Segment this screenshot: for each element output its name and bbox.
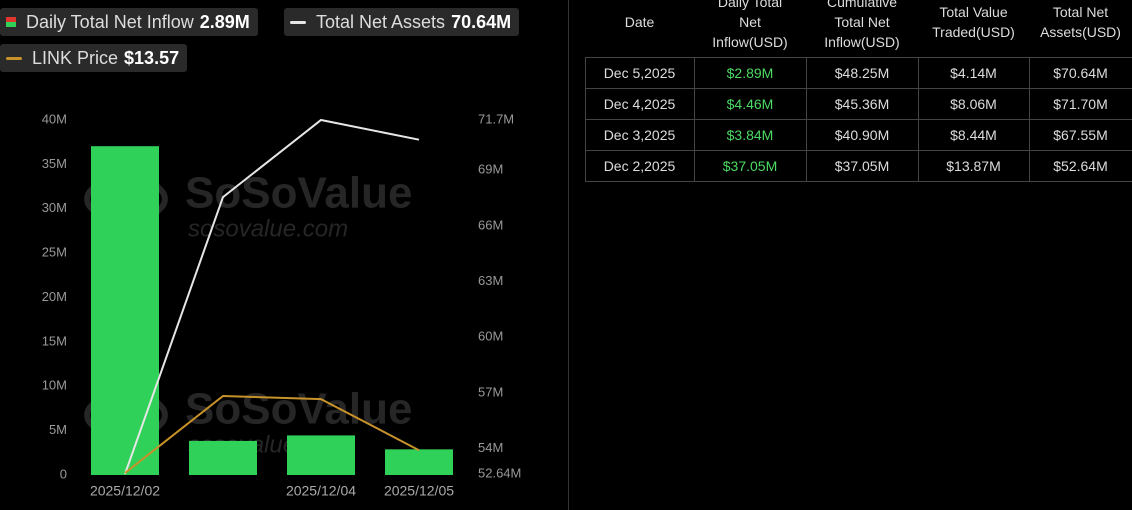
bar: [287, 435, 355, 475]
table-header: Date: [624, 14, 655, 30]
table-cell: Dec 3,2025: [603, 126, 676, 143]
line: [124, 394, 420, 474]
table-cell: $45.36M: [834, 95, 890, 112]
table-header: Total Net Assets(USD): [1040, 4, 1121, 40]
bar: [91, 146, 159, 475]
column-border: [694, 57, 695, 181]
legend-label: Total Net Assets: [316, 11, 446, 32]
y2-tick-label: 54M: [478, 440, 503, 455]
y2-tick-label: 52.64M: [478, 465, 521, 480]
chart: SoSoValuesosovalue.comSoSoValuesosovalue…: [42, 111, 522, 499]
y2-tick-label: 66M: [478, 217, 503, 232]
legend-label: LINK Price: [32, 47, 119, 68]
table-cell: Dec 5,2025: [603, 64, 676, 81]
row-border: [585, 88, 1132, 89]
table-cell: $4.14M: [950, 64, 997, 81]
watermark: SoSoValue: [185, 169, 412, 218]
table-cell: $71.70M: [1053, 95, 1108, 112]
table-cell: $52.64M: [1053, 157, 1108, 174]
line: [124, 118, 420, 475]
legend-swatch: [290, 20, 306, 24]
x-tick-label: 2025/12/04: [286, 483, 356, 499]
table-cell: $37.05M: [834, 157, 890, 174]
legend-swatch: [6, 56, 22, 60]
table-cell: $40.90M: [834, 126, 890, 143]
row-border: [585, 181, 1132, 182]
table-cell: $8.06M: [950, 95, 997, 112]
legend-value: 70.64M: [451, 11, 512, 32]
row-border: [585, 57, 1132, 58]
y2-tick-label: 71.7M: [478, 111, 514, 126]
table-cell: $4.46M: [726, 95, 774, 112]
legend-item: LINK Price $13.57: [0, 44, 188, 72]
table-cell: $48.25M: [834, 64, 890, 81]
table-cell: $70.64M: [1053, 64, 1108, 81]
y-tick-label: 25M: [42, 245, 67, 260]
x-tick-label: 2025/12/02: [90, 483, 160, 499]
column-border: [585, 57, 586, 181]
y2-tick-label: 69M: [478, 162, 503, 177]
row-border: [585, 150, 1132, 151]
y-tick-label: 0: [60, 466, 67, 481]
table-cell: $13.87M: [946, 157, 1001, 174]
legend-value: 2.89M: [199, 11, 250, 32]
y-tick-label: 20M: [42, 289, 67, 304]
legend-label: Daily Total Net Inflow: [26, 11, 194, 32]
y-tick-label: 30M: [42, 200, 67, 215]
bar: [385, 449, 453, 475]
table-cell: Dec 4,2025: [603, 95, 676, 112]
watermark: SoSoValue: [185, 385, 412, 434]
column-border: [918, 57, 919, 181]
y-tick-label: 40M: [42, 111, 67, 126]
table-cell: $37.05M: [722, 157, 778, 174]
table-cell: $67.55M: [1053, 126, 1108, 143]
column-border: [806, 57, 807, 181]
table-header: Cumulative Total Net Inflow(USD): [824, 0, 900, 50]
y2-tick-label: 63M: [478, 273, 503, 288]
x-tick-label: 2025/12/05: [384, 483, 454, 499]
y-tick-label: 35M: [42, 156, 67, 171]
divider: [568, 0, 569, 510]
legend-item: Daily Total Net Inflow 2.89M: [0, 8, 258, 36]
column-border: [1029, 57, 1030, 181]
legend-value: $13.57: [124, 47, 180, 68]
y-tick-label: 15M: [42, 333, 67, 348]
legend-item: Total Net Assets 70.64M: [284, 8, 520, 36]
table-cell: $8.44M: [950, 126, 997, 143]
table-cell: $3.84M: [726, 126, 774, 143]
table-cell: $2.89M: [726, 64, 774, 81]
row-border: [585, 119, 1132, 120]
y2-tick-label: 60M: [478, 329, 503, 344]
y-tick-label: 5M: [49, 422, 67, 437]
table-header: Daily Total Net Inflow(USD): [712, 0, 788, 50]
bar: [189, 440, 257, 475]
y2-tick-label: 57M: [478, 384, 503, 399]
table-cell: Dec 2,2025: [603, 157, 676, 174]
table-header: Total Value Traded(USD): [932, 4, 1015, 40]
legend-swatch: [6, 17, 16, 27]
y-tick-label: 10M: [42, 378, 67, 393]
